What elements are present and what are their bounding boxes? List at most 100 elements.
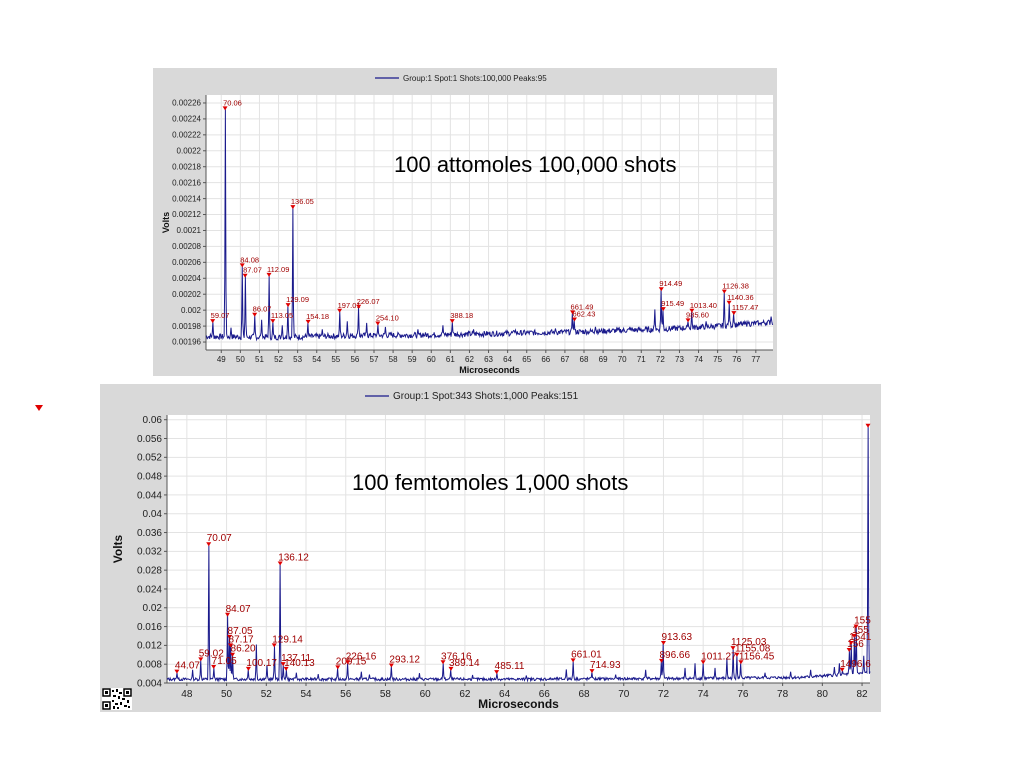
peak-label: 156 bbox=[847, 639, 864, 650]
peak-label: 137.11 bbox=[281, 653, 311, 664]
peak-label: 209.15 bbox=[336, 656, 367, 667]
grid-lines bbox=[206, 95, 773, 350]
peak-label: 226.07 bbox=[357, 297, 380, 306]
peak-label: 1156.45 bbox=[739, 651, 775, 662]
x-tick-label: 58 bbox=[380, 689, 392, 700]
peak-marker bbox=[225, 612, 231, 617]
peak-label: 84.07 bbox=[226, 604, 251, 615]
x-tick-label: 68 bbox=[578, 689, 590, 700]
chart-panel-bottom: 0.004 0.008 0.012 0.016 0.02 0.024 0.028 0.032 0… bbox=[100, 384, 881, 712]
x-tick-label: 70 bbox=[618, 689, 630, 700]
peak-label: 59.07 bbox=[211, 311, 230, 320]
y-tick-label: 0.00196 bbox=[172, 338, 201, 347]
y-tick-label: 0.00198 bbox=[172, 322, 201, 331]
x-tick-label: 76 bbox=[732, 355, 741, 364]
annotation-bottom: 100 femtomoles 1,000 shots bbox=[352, 470, 629, 495]
x-tick-label: 48 bbox=[181, 689, 193, 700]
x-tick-label: 75 bbox=[713, 355, 722, 364]
x-tick-label: 56 bbox=[340, 689, 352, 700]
y-tick-label: 0.012 bbox=[137, 641, 162, 652]
peak-label: 1157.47 bbox=[732, 303, 759, 312]
peak-marker bbox=[345, 660, 351, 665]
plot-area bbox=[167, 415, 870, 683]
x-tick-label: 52 bbox=[261, 689, 273, 700]
peak-marker bbox=[210, 319, 216, 324]
peak-label: 112.09 bbox=[267, 265, 289, 274]
x-tick-label: 72 bbox=[656, 355, 665, 364]
peak-label: 1126.38 bbox=[722, 282, 749, 291]
peak-label: 86.07 bbox=[253, 305, 272, 314]
peak-label: 1125.03 bbox=[731, 637, 767, 648]
peak-label: 136.12 bbox=[278, 553, 309, 564]
peak-marker bbox=[448, 666, 454, 671]
peak-label: 985.60 bbox=[686, 310, 709, 319]
peak-marker bbox=[356, 304, 362, 309]
peak-marker bbox=[283, 666, 289, 671]
y-axis-label: Volts bbox=[111, 534, 125, 563]
y-tick-label: 0.00212 bbox=[172, 210, 201, 219]
x-tick-label: 53 bbox=[293, 355, 302, 364]
peak-label: 293.12 bbox=[389, 655, 420, 666]
x-axis-label: Microseconds bbox=[459, 365, 520, 375]
red-triangle-marker-icon bbox=[35, 405, 43, 411]
spectrum-chart-top: 0.00196 0.00198 0.002 0.00202 0.00204 0.00206… bbox=[161, 74, 774, 375]
y-tick-label: 0.00206 bbox=[172, 258, 201, 267]
peak-marker bbox=[252, 312, 258, 317]
spectrum-trace bbox=[205, 109, 774, 342]
y-tick-label: 0.016 bbox=[137, 622, 162, 633]
peak-marker bbox=[571, 317, 577, 322]
x-tick-label: 66 bbox=[539, 689, 551, 700]
y-tick-label: 0.00202 bbox=[172, 290, 201, 299]
x-tick-label: 78 bbox=[777, 689, 789, 700]
x-tick-label: 59 bbox=[408, 355, 417, 364]
peak-marker bbox=[660, 307, 666, 312]
y-tick-label: 0.048 bbox=[137, 471, 162, 482]
x-tick-label: 56 bbox=[350, 355, 359, 364]
peak-marker bbox=[290, 205, 296, 210]
peak-marker bbox=[494, 670, 500, 675]
x-tick-label: 76 bbox=[737, 689, 749, 700]
peak-marker bbox=[230, 652, 236, 657]
x-tick-label: 54 bbox=[312, 355, 321, 364]
peak-label: 155 bbox=[852, 625, 869, 636]
y-tick-label: 0.002 bbox=[181, 306, 202, 315]
annotation-top: 100 attomoles 100,000 shots bbox=[394, 152, 677, 177]
peak-label: 896.66 bbox=[659, 650, 690, 661]
y-tick-label: 0.00226 bbox=[172, 99, 201, 108]
peak-label: 70.06 bbox=[223, 98, 242, 107]
peak-label: 389.14 bbox=[449, 658, 480, 669]
peak-marker bbox=[658, 658, 664, 663]
y-tick-label: 0.00216 bbox=[172, 178, 201, 187]
peak-label: 226.16 bbox=[346, 651, 377, 662]
legend-label: Group:1 Spot:343 Shots:1,000 Peaks:151 bbox=[393, 391, 579, 402]
y-tick-label: 0.06 bbox=[143, 415, 163, 426]
peak-label: 87.05 bbox=[228, 626, 253, 637]
x-tick-label: 77 bbox=[751, 355, 760, 364]
peak-marker bbox=[731, 311, 737, 316]
x-tick-label: 70 bbox=[618, 355, 627, 364]
peak-label: 86.20 bbox=[231, 644, 256, 655]
x-tick-label: 71 bbox=[637, 355, 646, 364]
peak-marker bbox=[280, 662, 286, 667]
peak-label: 87.17 bbox=[229, 634, 254, 645]
peak-label: 136.05 bbox=[291, 197, 314, 206]
peak-marker bbox=[865, 423, 871, 428]
peak-label: 376.16 bbox=[441, 651, 472, 662]
peak-marker bbox=[242, 273, 248, 278]
peak-label: 661.49 bbox=[571, 302, 594, 311]
peak-marker bbox=[851, 633, 857, 638]
peak-marker bbox=[222, 106, 228, 111]
peak-label: 87.07 bbox=[243, 266, 262, 275]
peak-marker bbox=[440, 660, 446, 665]
y-tick-label: 0.02 bbox=[143, 603, 163, 614]
peak-label: 1541 bbox=[849, 632, 872, 643]
peak-marker bbox=[388, 663, 394, 668]
x-tick-label: 74 bbox=[694, 355, 703, 364]
peak-label: 100.17 bbox=[246, 658, 277, 669]
peak-marker bbox=[721, 289, 727, 294]
y-tick-label: 0.004 bbox=[137, 678, 162, 689]
x-tick-label: 57 bbox=[370, 355, 379, 364]
peak-label: 662.43 bbox=[572, 310, 595, 319]
peak-label: 714.93 bbox=[590, 660, 621, 671]
peak-marker bbox=[685, 318, 691, 323]
